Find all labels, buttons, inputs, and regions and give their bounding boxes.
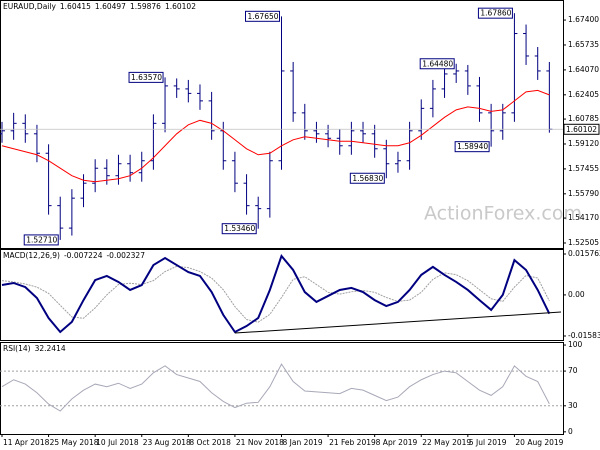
y-tick-label: 1.59120 [568, 139, 599, 148]
x-tick-label: 10 Jul 2018 [96, 438, 139, 447]
y-tick-label: 1.60785 [568, 114, 599, 123]
annotation-box [349, 172, 385, 184]
last-low: 1.59876 [130, 2, 161, 11]
y-tick-label: 1.64070 [568, 65, 599, 74]
x-tick-label: 8 Jan 2019 [283, 438, 323, 447]
indicator-title: MACD(12,26,9) [3, 251, 60, 260]
last-high: 1.60497 [95, 2, 126, 11]
annotation-label: 1.67650 [248, 12, 279, 21]
symbol-title: EURAUD,Daily [3, 2, 56, 11]
y-tick-label: 1.62405 [568, 90, 599, 99]
watermark: ActionForex.com [424, 203, 582, 225]
chart-header: EURAUD,Daily 1.60415 1.60497 1.59876 1.60102 [3, 2, 196, 11]
y-tick-label: 1.57455 [568, 164, 599, 173]
price-label-box [563, 123, 600, 135]
indicator-line [1, 265, 550, 323]
y-tick-label: 100 [568, 340, 583, 349]
annotation-box [477, 7, 513, 19]
y-tick-label: 1.52505 [568, 238, 599, 247]
annotation-box [221, 223, 257, 235]
x-tick-label: 21 Nov 2018 [236, 438, 284, 447]
annotation-label: 1.67860 [480, 9, 511, 18]
x-tick-label: 25 May 2018 [50, 438, 99, 447]
annotation-box [245, 10, 280, 22]
trendline [234, 311, 562, 334]
y-tick-label: 0 [568, 427, 573, 436]
annotation-label: 1.64480 [422, 59, 453, 68]
y-tick-label: 0.00 [568, 290, 585, 299]
annotation-box [419, 58, 455, 70]
indicator-line [1, 363, 550, 412]
annotation-label: 1.63570 [131, 73, 162, 82]
indicator-title: RSI(14) [3, 344, 31, 353]
annotation-box [454, 141, 490, 153]
y-tick-label: 0.015762 [568, 249, 600, 258]
x-tick-label: 8 Apr 2019 [376, 438, 418, 447]
x-tick-label: 23 Aug 2018 [143, 438, 191, 447]
annotation-label: 1.53460 [224, 224, 255, 233]
y-tick-label: 1.55790 [568, 189, 599, 198]
indicator-header: MACD(12,26,9) -0.007224 -0.002327 [3, 251, 145, 260]
annotation-label: 1.56830 [352, 174, 383, 183]
y-tick-label: 1.65735 [568, 40, 599, 49]
indicator-value: -0.002327 [106, 251, 145, 260]
annotation-label: 1.58940 [457, 142, 488, 151]
price-label: 1.60102 [566, 125, 597, 134]
y-tick-label: 1.54170 [568, 213, 599, 222]
x-tick-label: 11 Apr 2018 [3, 438, 50, 447]
x-tick-label: 22 May 2019 [422, 438, 471, 447]
y-tick-label: 30 [568, 401, 578, 410]
y-tick-label: 70 [568, 366, 578, 375]
indicator-header: RSI(14) 32.2414 [3, 344, 66, 353]
last-open: 1.60415 [60, 2, 91, 11]
last-close: 1.60102 [165, 2, 196, 11]
x-tick-label: 8 Oct 2018 [189, 438, 231, 447]
indicator-value: 32.2414 [35, 344, 66, 353]
y-tick-label: 1.67400 [568, 15, 599, 24]
annotation-box [128, 71, 164, 83]
x-tick-label: 20 Aug 2019 [515, 438, 563, 447]
x-tick-label: 5 Jul 2019 [469, 438, 507, 447]
moving-average [1, 89, 550, 183]
annotation-label: 1.52710 [26, 235, 57, 244]
annotation-box [23, 234, 59, 246]
y-tick-label: -0.015834 [568, 331, 600, 340]
indicator-line [1, 253, 551, 334]
indicator-value: -0.007224 [64, 251, 103, 260]
x-tick-label: 21 Feb 2019 [329, 438, 376, 447]
